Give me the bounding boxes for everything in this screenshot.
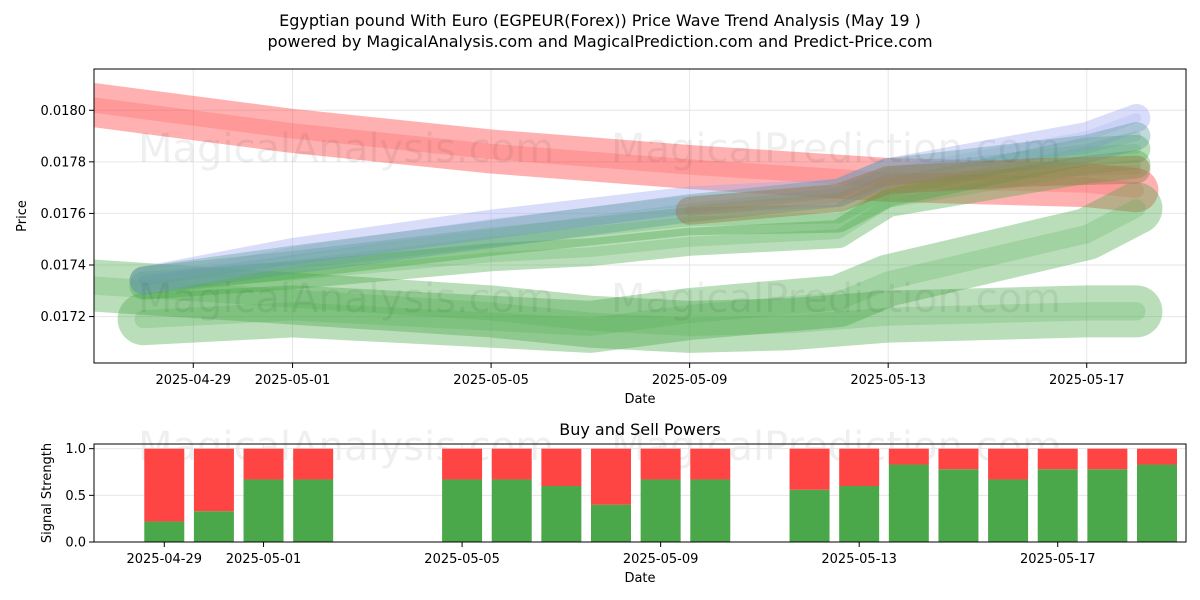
sell-bar xyxy=(1087,448,1128,470)
power-plot-frame xyxy=(93,443,1187,543)
price-wave-core-brown-7 xyxy=(684,164,1142,216)
power-y-ticks: 0.0 0.5 1.0 xyxy=(65,442,94,551)
power-x-tick-label: 2025-05-05 xyxy=(424,552,500,567)
price-y-tick-label: 0.0178 xyxy=(41,155,87,170)
sell-bar xyxy=(690,448,731,480)
price-y-tick-label: 0.0174 xyxy=(41,259,87,274)
buy-bar xyxy=(243,479,284,542)
watermark-right-2: MagicalPrediction.com xyxy=(611,276,1061,322)
price-x-ticks: 2025-04-29 2025-05-01 2025-05-05 2025-05-09… xyxy=(155,363,1125,388)
sell-bar xyxy=(243,448,284,480)
power-title: Buy and Sell Powers xyxy=(559,420,721,439)
power-y-tick-label: 1.0 xyxy=(65,442,86,457)
price-wave-core-green-3 xyxy=(138,159,1142,291)
power-x-tick-label: 2025-05-01 xyxy=(226,552,302,567)
power-x-tick-label: 2025-04-29 xyxy=(126,552,202,567)
buy-bar xyxy=(1037,469,1078,542)
buy-bar xyxy=(591,504,631,542)
sell-bar xyxy=(938,448,979,470)
price-panel: MagicalAnalysis.com MagicalPrediction.co… xyxy=(15,68,1187,407)
buy-bar xyxy=(491,479,532,542)
sell-bar xyxy=(1037,448,1078,470)
watermark-left: MagicalAnalysis.com xyxy=(138,126,554,172)
power-bars xyxy=(144,448,1177,542)
price-x-tick-label: 2025-05-05 xyxy=(453,373,529,388)
price-x-tick-label: 2025-04-29 xyxy=(155,373,231,388)
sell-bar xyxy=(144,448,185,522)
price-x-label: Date xyxy=(624,392,655,407)
price-wave-green-3 xyxy=(129,150,1151,300)
sell-bar xyxy=(591,448,631,505)
price-wave-green-2 xyxy=(94,259,1163,353)
sell-bar xyxy=(193,448,234,512)
price-y-label: Price xyxy=(15,200,30,232)
price-wave-core-red-0 xyxy=(94,97,1145,198)
price-wave-core-blue-5 xyxy=(138,113,1142,286)
buy-bar xyxy=(144,521,185,542)
price-wave-core-green-1 xyxy=(134,199,1146,336)
sell-bar xyxy=(839,448,880,486)
price-wave-core-green-4 xyxy=(138,144,1142,286)
price-y-tick-label: 0.0172 xyxy=(41,310,87,325)
price-waves xyxy=(94,83,1163,353)
chart-title: Egyptian pound With Euro (EGPEUR(Forex))… xyxy=(279,11,921,30)
sell-bar xyxy=(491,448,532,480)
price-plot-frame xyxy=(93,68,1187,364)
price-grid xyxy=(94,69,1186,363)
sell-bar xyxy=(541,448,582,486)
buy-bar xyxy=(193,511,234,542)
power-x-tick-label: 2025-05-13 xyxy=(821,552,897,567)
buy-bar xyxy=(888,464,929,542)
price-y-tick-label: 0.0176 xyxy=(41,207,87,222)
price-y-tick-label: 0.0180 xyxy=(41,104,87,119)
sell-bar xyxy=(1137,448,1177,465)
price-wave-core-green-2 xyxy=(94,276,1146,336)
price-wave-brown-7 xyxy=(675,155,1151,225)
buy-bar xyxy=(1087,469,1128,542)
sell-bar xyxy=(988,448,1029,480)
power-x-label: Date xyxy=(624,571,655,586)
price-wave-teal-6 xyxy=(129,122,1151,295)
price-wave-blue-5 xyxy=(129,104,1151,295)
sell-bar xyxy=(888,448,929,465)
power-y-label: Signal Strength xyxy=(40,443,55,543)
buy-bar xyxy=(1137,464,1177,542)
buy-bar xyxy=(442,479,483,542)
buy-bar xyxy=(988,479,1029,542)
sell-bar xyxy=(640,448,681,480)
buy-bar xyxy=(839,486,880,542)
price-plot-area xyxy=(94,69,1186,363)
buy-bar xyxy=(938,469,979,542)
watermark-left-2: MagicalAnalysis.com xyxy=(138,276,554,322)
sell-bar xyxy=(789,448,830,490)
buy-bar xyxy=(293,479,334,542)
buy-bar xyxy=(640,479,681,542)
chart-subtitle: powered by MagicalAnalysis.com and Magic… xyxy=(267,32,932,51)
power-x-ticks: 2025-04-29 2025-05-01 2025-05-05 2025-05-09… xyxy=(126,542,1096,567)
price-x-tick-label: 2025-05-09 xyxy=(652,373,728,388)
power-y-tick-label: 0.5 xyxy=(65,489,86,504)
power-y-tick-label: 0.0 xyxy=(65,536,86,551)
price-wave-green-4 xyxy=(129,134,1151,295)
buy-bar xyxy=(541,486,582,542)
price-wave-green-1 xyxy=(117,182,1163,353)
price-wave-red-0 xyxy=(94,83,1159,213)
power-x-tick-label: 2025-05-17 xyxy=(1020,552,1096,567)
buy-bar xyxy=(789,489,830,542)
buy-bar xyxy=(690,479,731,542)
power-x-tick-label: 2025-05-09 xyxy=(623,552,699,567)
watermark-right: MagicalPrediction.com xyxy=(611,126,1061,172)
price-x-tick-label: 2025-05-13 xyxy=(850,373,926,388)
watermark-power-right: MagicalPrediction.com xyxy=(611,424,1061,470)
price-y-ticks: 0.0172 0.0174 0.0176 0.0178 0.0180 xyxy=(41,104,94,325)
price-wave-core-teal-6 xyxy=(138,131,1142,286)
price-x-tick-label: 2025-05-17 xyxy=(1049,373,1125,388)
sell-bar xyxy=(442,448,483,480)
power-panel: Buy and Sell Powers MagicalAnalysis.com … xyxy=(40,420,1187,586)
sell-bar xyxy=(293,448,334,480)
price-x-tick-label: 2025-05-01 xyxy=(255,373,331,388)
